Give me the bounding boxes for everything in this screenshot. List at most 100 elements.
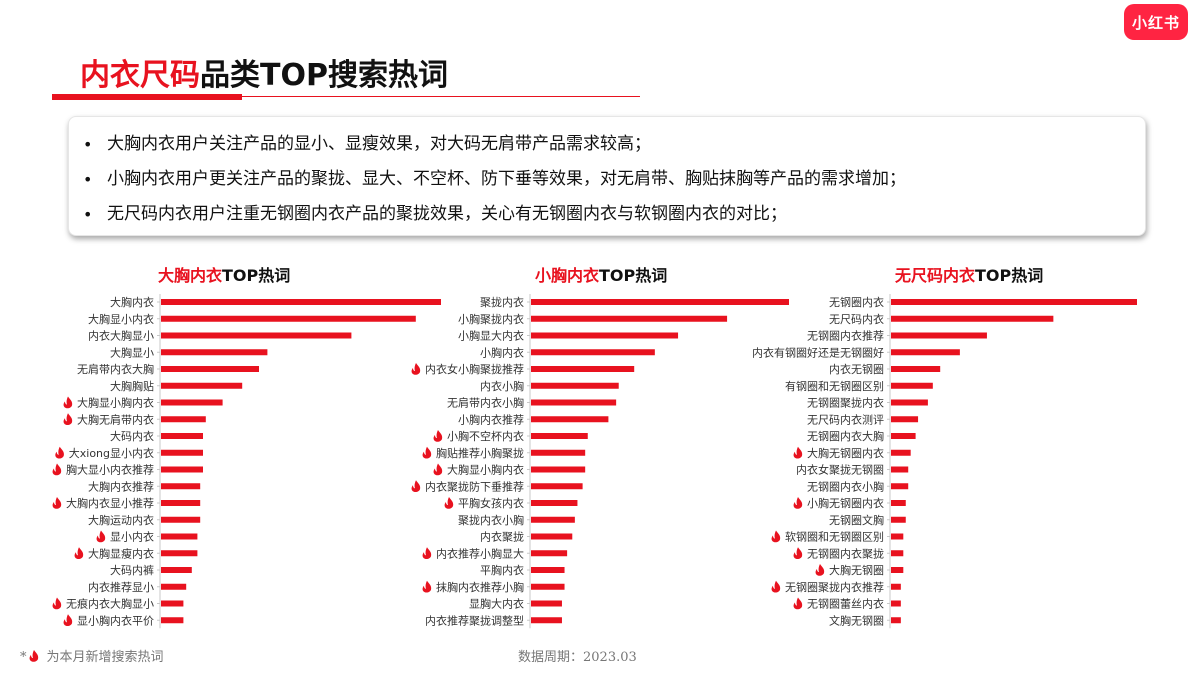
category-label: 内衣无钢圈: [829, 362, 884, 376]
chart-title-small: 小胸内衣TOP热词: [535, 262, 667, 286]
bar: [531, 332, 679, 339]
category-label: 胸贴推荐小胸聚拢: [436, 446, 524, 460]
category-label: 无钢圈内衣推荐: [807, 329, 884, 343]
category-label: 大胸显瘦内衣: [88, 546, 154, 560]
new-term-icon: [63, 396, 73, 409]
category-label: 无钢圈内衣: [829, 295, 884, 309]
bar: [161, 516, 201, 523]
bar: [891, 500, 906, 506]
bar: [531, 550, 568, 557]
bar: [161, 550, 198, 557]
chart-title-rest: TOP热词: [222, 266, 291, 285]
category-label: 无钢圈聚拢内衣推荐: [785, 580, 884, 594]
category-label: 文胸无钢圈: [829, 613, 884, 627]
bar: [891, 516, 906, 523]
new-term-icon: [74, 547, 84, 560]
category-label: 内衣聚拢: [480, 530, 524, 544]
bar: [161, 583, 187, 590]
bar: [531, 483, 583, 490]
category-label: 大胸显小胸内衣: [77, 396, 154, 410]
category-label: 大胸无钢圈内衣: [807, 446, 884, 460]
category-label: 抹胸内衣推荐小胸: [436, 580, 524, 594]
bar: [891, 583, 901, 590]
category-label: 大胸无钢圈: [829, 563, 884, 577]
bar: [531, 366, 635, 372]
bar: [531, 433, 588, 439]
bar: [891, 332, 987, 339]
new-term-icon: [29, 650, 38, 662]
bar: [891, 399, 928, 406]
bar: [161, 449, 203, 456]
new-term-icon: [55, 446, 64, 459]
chart-large-bust: 大胸内衣大胸显小内衣内衣大胸显小大胸显小无肩带内衣大胸大胸胸贴大胸显小胸内衣大胸…: [52, 294, 441, 629]
category-label: 大胸胸贴: [110, 379, 154, 393]
summary-item: 大胸内衣用户关注产品的显小、显瘦效果，对大码无肩带产品需求较高；: [83, 127, 1145, 162]
bar: [891, 299, 1137, 305]
category-label: 内衣小胸: [480, 379, 524, 393]
category-label: 大胸显小: [110, 345, 154, 359]
new-term-icon: [793, 497, 803, 509]
chart-title-large: 大胸内衣TOP热词: [158, 262, 290, 286]
category-label: 聚拢内衣: [480, 295, 524, 309]
bar: [891, 550, 904, 557]
category-label: 内衣推荐显小: [88, 580, 154, 594]
bar: [531, 349, 655, 356]
bar: [531, 600, 562, 607]
new-term-icon: [771, 530, 781, 543]
category-label: 小胸无钢圈内衣: [807, 496, 884, 510]
bar: [531, 416, 609, 423]
chart-title-free-size: 无尺码内衣TOP热词: [895, 262, 1043, 286]
page-title: 内衣尺码品类TOP搜索热词: [80, 50, 448, 94]
bar: [161, 416, 206, 423]
category-label: 大胸内衣推荐: [88, 479, 154, 493]
category-label: 内衣有钢圈好还是无钢圈好: [752, 345, 884, 359]
category-label: 大xiong显小内衣: [69, 446, 154, 460]
new-term-icon: [422, 547, 432, 560]
category-label: 无尺码内衣: [829, 312, 884, 326]
new-term-icon: [411, 363, 421, 375]
bar: [891, 349, 960, 356]
bar: [161, 533, 198, 540]
summary-box: 大胸内衣用户关注产品的显小、显瘦效果，对大码无肩带产品需求较高； 小胸内衣用户更…: [68, 116, 1146, 236]
category-label: 显胸大内衣: [469, 597, 524, 611]
new-term-icon: [96, 530, 106, 543]
new-term-icon: [52, 463, 62, 476]
bar: [891, 382, 933, 389]
footer-prefix: *: [20, 650, 27, 665]
bar: [891, 366, 941, 372]
xiaohongshu-logo: 小红书: [1124, 4, 1188, 40]
bar: [531, 617, 562, 624]
new-term-icon: [815, 564, 825, 576]
bar: [531, 299, 789, 305]
bar: [891, 483, 909, 490]
footer-note: * 为本月新增搜索热词: [20, 646, 164, 665]
bar: [891, 449, 911, 456]
category-label: 小胸不空杯内衣: [447, 429, 524, 443]
new-term-icon: [411, 480, 421, 493]
bar: [161, 466, 203, 473]
category-label: 小胸内衣推荐: [458, 412, 524, 426]
page-title-rest: 品类TOP搜索热词: [200, 58, 448, 93]
bar: [161, 500, 201, 506]
new-term-icon: [63, 413, 73, 426]
bar: [161, 332, 352, 339]
bar: [891, 466, 909, 473]
category-label: 内衣女聚拢无钢圈: [796, 463, 884, 477]
category-label: 内衣聚拢防下垂推荐: [425, 479, 524, 493]
bar: [891, 617, 901, 624]
bar: [531, 533, 573, 540]
bar: [531, 466, 586, 473]
summary-item: 无尺码内衣用户注重无钢圈内衣产品的聚拢效果，关心有无钢圈内衣与软钢圈内衣的对比；: [83, 197, 1145, 232]
chart-small-bust: 聚拢内衣小胸聚拢内衣小胸显大内衣小胸内衣内衣女小胸聚拢推荐内衣小胸无肩带内衣小胸…: [411, 294, 789, 629]
category-label: 内衣女小胸聚拢推荐: [425, 362, 524, 376]
new-term-icon: [793, 547, 803, 560]
bar: [161, 433, 203, 439]
category-label: 无痕内衣大胸显小: [66, 597, 154, 611]
new-term-icon: [444, 497, 454, 509]
new-term-icon: [433, 463, 443, 476]
category-label: 内衣推荐聚拢调整型: [425, 613, 524, 627]
category-label: 大码内衣: [110, 429, 154, 443]
category-label: 有钢圈和无钢圈区别: [785, 379, 884, 393]
bar: [531, 516, 575, 523]
category-label: 平胸女孩内衣: [458, 496, 524, 510]
